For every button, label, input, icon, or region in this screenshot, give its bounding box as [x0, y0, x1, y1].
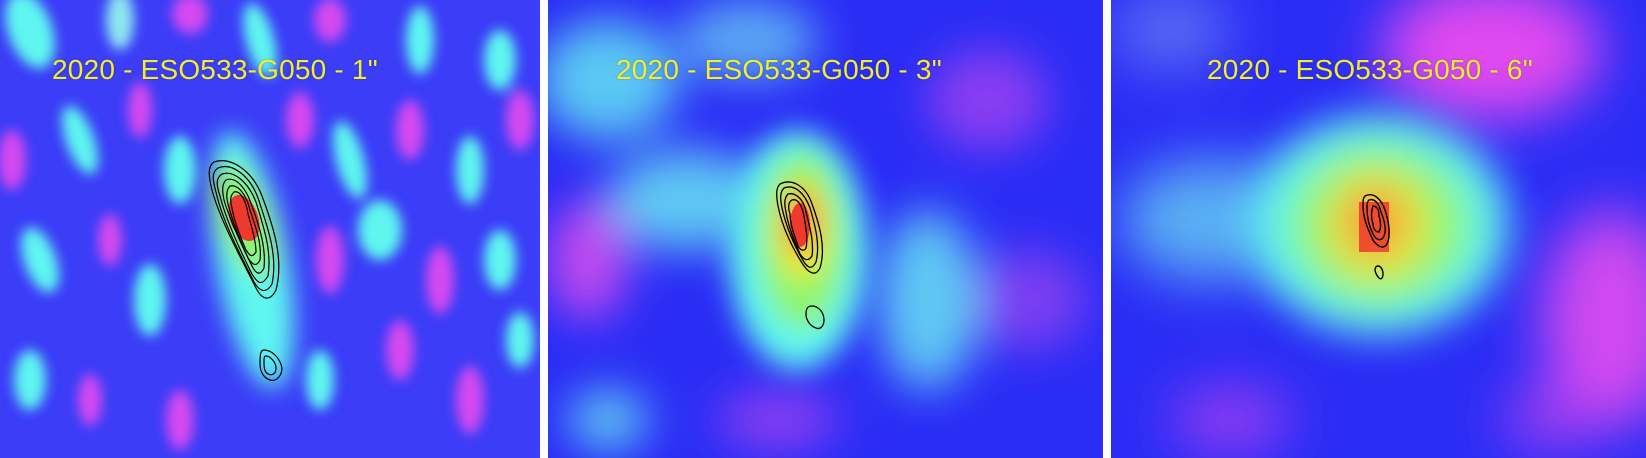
radio-map-panel-1arcsec: 2020 - ESO533-G050 - 1" [0, 0, 540, 458]
contour-lines [1362, 194, 1390, 280]
radio-map-panel-3arcsec: 2020 - ESO533-G050 - 3" [548, 0, 1103, 458]
map-title-6arcsec: 2020 - ESO533-G050 - 6" [1207, 54, 1533, 85]
extended-emission [548, 0, 1088, 450]
radio-image-1arcsec [0, 0, 540, 458]
radio-map-panel-6arcsec: 2020 - ESO533-G050 - 6" [1111, 0, 1646, 458]
contour-lines [776, 181, 825, 330]
map-title-1arcsec: 2020 - ESO533-G050 - 1" [52, 54, 378, 85]
map-title-3arcsec: 2020 - ESO533-G050 - 3" [616, 54, 942, 85]
radio-image-3arcsec [548, 0, 1103, 458]
contour-lines [208, 160, 283, 381]
noise-pattern [0, 0, 534, 450]
radio-image-6arcsec [1111, 0, 1646, 458]
